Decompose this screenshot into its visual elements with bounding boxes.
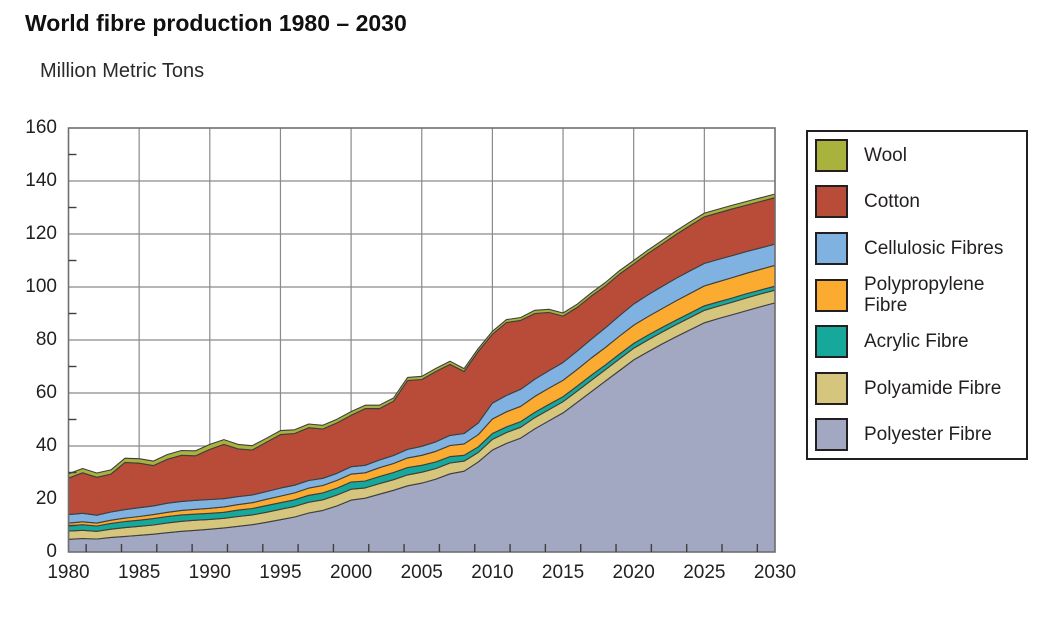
y-tick-label: 0 — [46, 541, 57, 562]
legend-label: Wool — [864, 144, 907, 166]
legend-swatch-polyamide — [815, 371, 848, 405]
x-tick-label: 1985 — [118, 562, 161, 583]
chart-title: World fibre production 1980 – 2030 — [25, 10, 407, 36]
legend-item-cellulosic: Cellulosic Fibres — [815, 225, 1026, 272]
legend-item-cotton: Cotton — [815, 179, 1026, 226]
legend-item-polypropylene: Polypropylene Fibre — [815, 272, 1026, 319]
legend-swatch-polyester — [815, 418, 848, 452]
x-tick-label: 1995 — [259, 562, 302, 583]
x-tick-label: 1980 — [47, 562, 90, 583]
x-tick-label: 2030 — [753, 562, 797, 583]
y-tick-label: 80 — [35, 329, 57, 350]
plot-frame — [67, 127, 776, 553]
x-tick-label: 2025 — [683, 562, 726, 583]
y-tick-label: 60 — [35, 382, 57, 403]
legend-label: Polypropylene Fibre — [864, 274, 985, 317]
legend-item-polyamide: Polyamide Fibre — [815, 365, 1026, 412]
y-tick-label: 160 — [25, 117, 57, 138]
y-tick-label: 20 — [35, 488, 57, 509]
legend-swatch-cellulosic — [815, 231, 848, 265]
x-tick-label: 1990 — [188, 562, 231, 583]
legend: Wool Cotton Cellulosic Fibres Polypropylene… — [806, 130, 1028, 460]
y-axis-unit-label: Million Metric Tons — [40, 60, 205, 82]
legend-label: Cotton — [864, 191, 920, 213]
legend-swatch-cotton — [815, 185, 848, 219]
legend-label: Polyester Fibre — [864, 424, 992, 446]
legend-label: Acrylic Fibre — [864, 331, 969, 353]
legend-item-polyester: Polyester Fibre — [815, 411, 1026, 458]
legend-label: Polyamide Fibre — [864, 377, 1002, 399]
legend-swatch-wool — [815, 138, 848, 172]
x-tick-label: 2005 — [400, 562, 443, 583]
x-tick-label: 2010 — [471, 562, 514, 583]
legend-item-wool: Wool — [815, 132, 1026, 179]
y-tick-label: 140 — [25, 170, 57, 191]
x-tick-label: 2020 — [612, 562, 655, 583]
y-tick-label: 120 — [25, 223, 57, 244]
x-tick-label: 2015 — [541, 562, 585, 583]
legend-swatch-polypropylene — [815, 278, 848, 312]
legend-swatch-acrylic — [815, 325, 848, 359]
y-tick-label: 40 — [35, 435, 57, 456]
legend-label: Cellulosic Fibres — [864, 237, 1004, 259]
legend-item-acrylic: Acrylic Fibre — [815, 318, 1026, 365]
y-tick-label: 100 — [25, 276, 57, 297]
x-tick-label: 2000 — [329, 562, 373, 583]
